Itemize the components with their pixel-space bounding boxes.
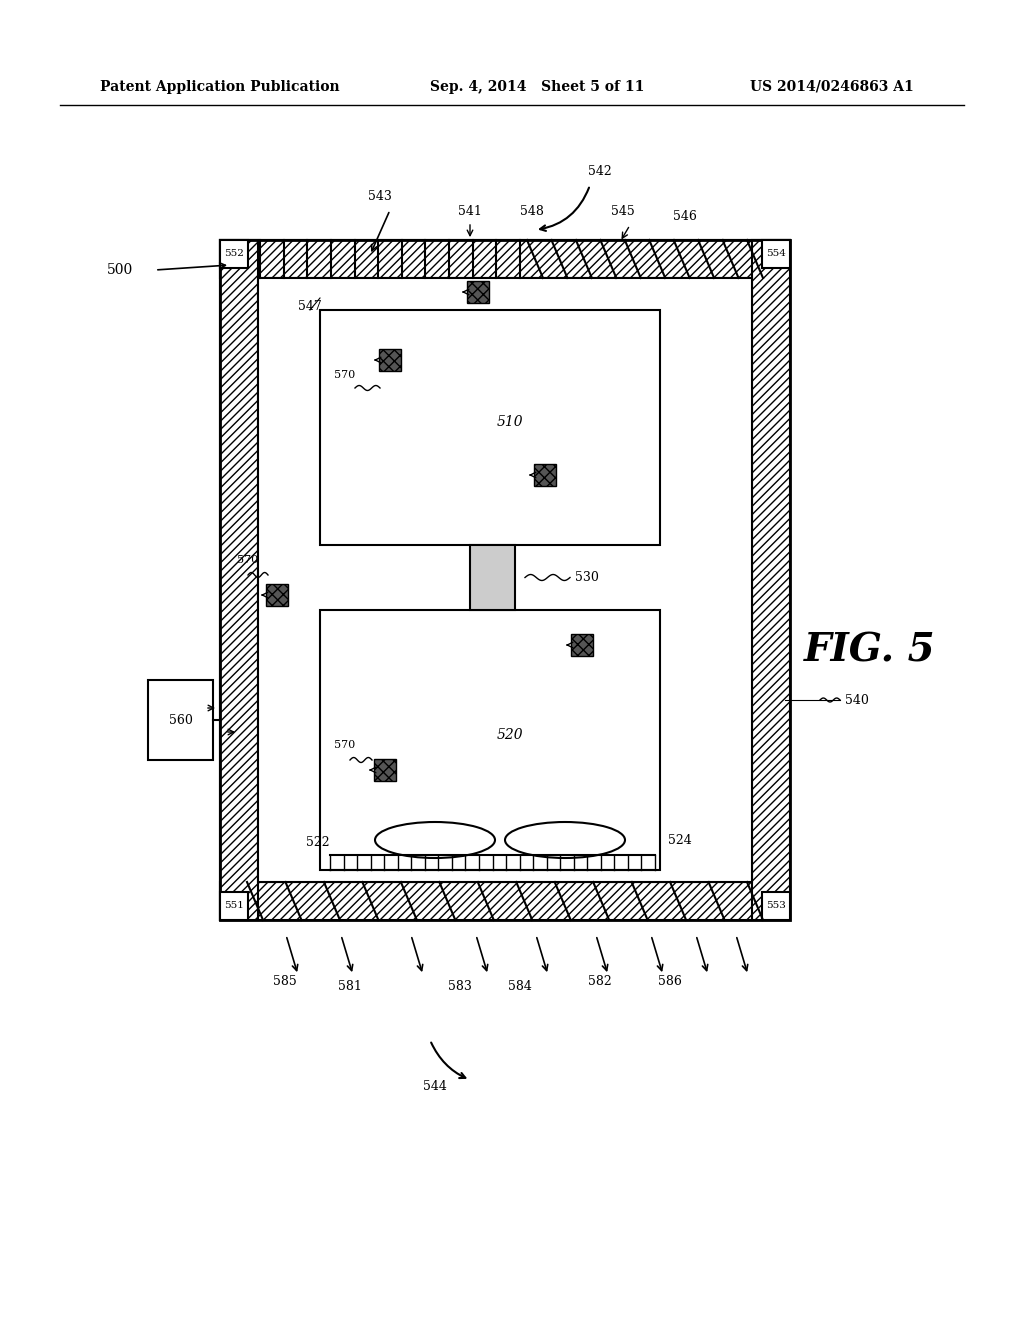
Bar [220,882,790,920]
Text: 540: 540 [845,693,869,706]
Text: 582: 582 [588,975,612,987]
Bar [258,279,752,882]
Bar [220,240,790,279]
Text: 520: 520 [497,729,523,742]
Text: 570: 570 [334,370,355,380]
Text: 542: 542 [588,165,612,178]
Text: 544: 544 [423,1080,446,1093]
Text: 585: 585 [273,975,297,987]
Text: 522: 522 [306,837,330,850]
Text: 545: 545 [611,205,635,218]
Text: 541: 541 [458,205,482,218]
Text: 584: 584 [508,979,531,993]
Bar [148,680,213,760]
Text: 552: 552 [224,249,244,259]
Bar [220,240,258,920]
Text: Patent Application Publication: Patent Application Publication [100,81,340,94]
Text: Sep. 4, 2014   Sheet 5 of 11: Sep. 4, 2014 Sheet 5 of 11 [430,81,644,94]
Bar [467,281,489,304]
Bar [319,310,660,545]
Bar [258,279,752,882]
Text: 543: 543 [368,190,392,203]
Bar [220,240,790,920]
Bar [470,545,515,610]
Bar [752,240,790,920]
Text: 554: 554 [766,249,786,259]
Text: 553: 553 [766,902,786,911]
Text: 551: 551 [224,902,244,911]
Bar [220,892,248,920]
Bar [571,634,593,656]
Bar [762,240,790,268]
Bar [379,348,401,371]
Text: 500: 500 [106,263,133,277]
Ellipse shape [375,822,495,858]
Bar [220,240,248,268]
Text: 546: 546 [673,210,697,223]
Bar [220,240,790,920]
Text: 530: 530 [575,572,599,583]
Text: 570: 570 [334,741,355,750]
Bar [266,583,288,606]
Text: 524: 524 [668,833,692,846]
Text: 510: 510 [497,416,523,429]
Text: 583: 583 [449,979,472,993]
Bar [374,759,396,781]
Text: FIG. 5: FIG. 5 [804,631,936,669]
Text: US 2014/0246863 A1: US 2014/0246863 A1 [750,81,913,94]
Bar [319,610,660,870]
Text: 570: 570 [238,554,259,565]
Text: 581: 581 [338,979,361,993]
Text: 547: 547 [298,300,322,313]
Text: 560: 560 [169,714,193,726]
Bar [534,465,556,486]
Text: 586: 586 [658,975,682,987]
Ellipse shape [505,822,625,858]
Bar [762,892,790,920]
Text: 548: 548 [520,205,544,218]
